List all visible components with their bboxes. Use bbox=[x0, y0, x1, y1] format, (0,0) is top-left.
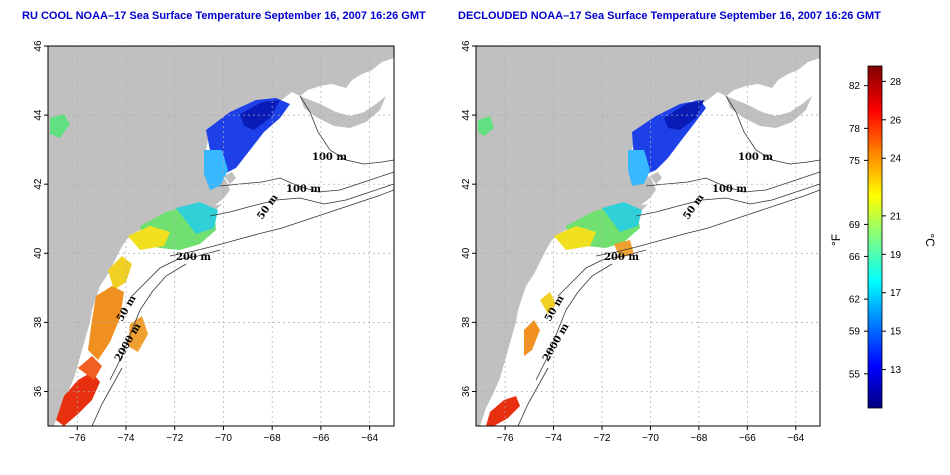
celsius-tick-label: 24 bbox=[890, 154, 902, 165]
axis-ticks: −76 −74 −72 −70 −68 −66 −64 36 38 40 42 44 46 bbox=[461, 40, 805, 444]
x-tick-label: −68 bbox=[264, 433, 281, 444]
x-tick-label: −70 bbox=[215, 433, 232, 444]
right-panel-title: DECLOUDED NOAA–17 Sea Surface Temperatur… bbox=[458, 10, 881, 22]
fahrenheit-tick-label: 59 bbox=[849, 327, 861, 338]
bathymetry-contours bbox=[91, 95, 394, 426]
sst-midatl-orange bbox=[88, 286, 124, 360]
sst-coastal-cyan bbox=[204, 150, 228, 190]
cape-cod bbox=[650, 172, 662, 184]
nova-scotia bbox=[300, 96, 386, 128]
sst-midatl-orange bbox=[524, 320, 540, 356]
contour-label-200m: 200 m bbox=[604, 252, 639, 263]
fahrenheit-tick-label: 62 bbox=[849, 295, 861, 306]
land-mass bbox=[476, 46, 820, 426]
x-tick-label: −64 bbox=[787, 433, 804, 444]
lat-lon-grid bbox=[48, 45, 394, 426]
right-map-panel: 100 m 100 m 50 m 200 m 50 m 2000 m −76 −7… bbox=[461, 40, 821, 444]
sst-shelf-orange bbox=[614, 240, 634, 258]
fahrenheit-unit-label: °F bbox=[829, 234, 843, 246]
sst-gulf-of-maine-deep bbox=[664, 100, 704, 130]
x-tick-label: −72 bbox=[593, 433, 610, 444]
x-tick-label: −74 bbox=[117, 433, 134, 444]
x-tick-label: −70 bbox=[642, 433, 659, 444]
sst-shelf-yellow bbox=[128, 226, 170, 250]
y-tick-label: 38 bbox=[33, 316, 44, 328]
cape-cod bbox=[224, 172, 236, 184]
colorbar-gradient bbox=[867, 65, 883, 409]
sst-offshore-orange bbox=[128, 316, 148, 352]
y-tick-label: 46 bbox=[33, 40, 44, 52]
sst-nj-yellow bbox=[540, 292, 556, 314]
fahrenheit-tick-label: 66 bbox=[849, 252, 861, 263]
map-frame bbox=[47, 45, 395, 427]
sst-lake-green bbox=[478, 116, 494, 136]
y-tick-label: 40 bbox=[461, 247, 472, 259]
fahrenheit-tick-label: 55 bbox=[849, 369, 861, 380]
bathymetry-contours bbox=[517, 95, 820, 426]
contour-label-100m-a: 100 m bbox=[312, 152, 347, 163]
sst-shelf-cyan bbox=[602, 202, 642, 232]
x-tick-label: −66 bbox=[312, 433, 329, 444]
nova-scotia bbox=[726, 96, 812, 128]
y-tick-label: 44 bbox=[461, 109, 472, 121]
x-tick-label: −66 bbox=[739, 433, 756, 444]
contour-label-100m-a: 100 m bbox=[738, 152, 773, 163]
celsius-tick-label: 26 bbox=[890, 115, 902, 126]
sst-south-orange bbox=[78, 356, 102, 380]
colorbar-ticks: 28 26 24 21 19 17 15 13 82 78 75 69 66 62 59 55 bbox=[849, 77, 902, 380]
sst-south-red bbox=[56, 372, 100, 426]
land-mass bbox=[48, 46, 394, 426]
y-tick-label: 36 bbox=[461, 385, 472, 397]
fahrenheit-tick-label: 69 bbox=[849, 220, 861, 231]
map-frame bbox=[475, 45, 821, 427]
contour-label-100m-b: 100 m bbox=[712, 184, 747, 195]
celsius-tick-label: 15 bbox=[890, 327, 902, 338]
x-tick-label: −76 bbox=[497, 433, 514, 444]
sst-shelf-cyan bbox=[176, 202, 218, 234]
fahrenheit-tick-label: 75 bbox=[849, 156, 861, 167]
y-tick-label: 42 bbox=[33, 178, 44, 190]
sst-lake-green bbox=[50, 114, 70, 138]
y-tick-label: 42 bbox=[461, 178, 472, 190]
axis-ticks: −76 −74 −72 −70 −68 −66 −64 36 38 40 42 44 46 bbox=[33, 40, 379, 444]
contour-label-100m-b: 100 m bbox=[286, 184, 321, 195]
contour-label-200m: 200 m bbox=[176, 252, 211, 263]
sst-shelf-yellow bbox=[554, 226, 596, 250]
y-tick-label: 40 bbox=[33, 247, 44, 259]
celsius-tick-label: 21 bbox=[890, 211, 902, 222]
celsius-unit-label: °C bbox=[923, 233, 937, 247]
celsius-tick-label: 13 bbox=[890, 365, 902, 376]
left-map-panel: 100 m 100 m 50 m 200 m 50 m 2000 m −76 −7… bbox=[33, 40, 395, 444]
sst-field bbox=[50, 98, 290, 426]
celsius-tick-label: 28 bbox=[890, 77, 902, 88]
x-tick-label: −64 bbox=[361, 433, 378, 444]
fahrenheit-tick-label: 78 bbox=[849, 124, 861, 135]
x-tick-label: −76 bbox=[69, 433, 86, 444]
sst-coastal-cyan bbox=[628, 150, 650, 186]
x-tick-label: −72 bbox=[166, 433, 183, 444]
y-tick-label: 44 bbox=[33, 109, 44, 121]
y-tick-label: 36 bbox=[33, 385, 44, 397]
fahrenheit-tick-label: 82 bbox=[849, 81, 861, 92]
y-tick-label: 38 bbox=[461, 316, 472, 328]
temperature-colorbar: 28 26 24 21 19 17 15 13 82 78 75 69 66 62 59 55 °F °C bbox=[829, 65, 937, 409]
sst-south-red bbox=[486, 396, 520, 426]
x-tick-label: −68 bbox=[690, 433, 707, 444]
x-tick-label: −74 bbox=[545, 433, 562, 444]
left-panel-title: RU COOL NOAA–17 Sea Surface Temperature … bbox=[22, 10, 426, 22]
y-tick-label: 46 bbox=[461, 40, 472, 52]
celsius-tick-label: 17 bbox=[890, 288, 902, 299]
celsius-tick-label: 19 bbox=[890, 250, 902, 261]
